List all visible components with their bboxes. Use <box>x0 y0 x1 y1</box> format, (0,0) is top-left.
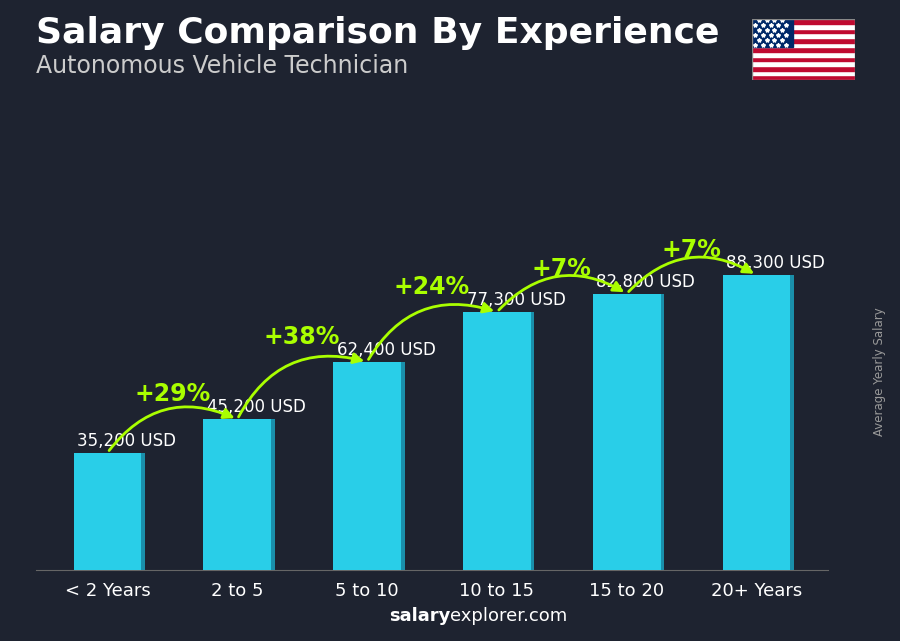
Bar <box>333 362 400 570</box>
Bar <box>752 47 855 52</box>
Bar <box>531 312 535 570</box>
Text: explorer.com: explorer.com <box>450 607 567 625</box>
Bar <box>752 33 855 38</box>
Bar <box>752 38 855 43</box>
Bar <box>752 66 855 71</box>
Text: salary: salary <box>389 607 450 625</box>
Bar <box>752 24 855 29</box>
Bar <box>593 294 661 570</box>
Text: +7%: +7% <box>532 256 592 281</box>
Bar <box>752 76 855 80</box>
Text: 82,800 USD: 82,800 USD <box>597 272 695 290</box>
Bar <box>141 453 145 570</box>
Bar <box>790 275 794 570</box>
Bar <box>661 294 664 570</box>
Bar <box>752 29 855 33</box>
Bar <box>400 362 405 570</box>
Text: +24%: +24% <box>394 275 470 299</box>
Bar <box>752 43 855 47</box>
Bar <box>203 419 271 570</box>
Bar <box>752 19 793 47</box>
Bar <box>752 71 855 76</box>
Bar <box>464 312 531 570</box>
Text: +38%: +38% <box>264 325 340 349</box>
Bar <box>271 419 274 570</box>
Text: 45,200 USD: 45,200 USD <box>207 398 306 416</box>
Bar <box>74 453 141 570</box>
Text: 88,300 USD: 88,300 USD <box>726 254 825 272</box>
Bar <box>723 275 790 570</box>
Text: Autonomous Vehicle Technician: Autonomous Vehicle Technician <box>36 54 409 78</box>
Text: Salary Comparison By Experience: Salary Comparison By Experience <box>36 16 719 50</box>
Bar <box>752 52 855 56</box>
Text: 35,200 USD: 35,200 USD <box>77 431 176 450</box>
Bar <box>752 19 855 24</box>
Bar <box>752 62 855 66</box>
Text: 62,400 USD: 62,400 USD <box>337 341 436 359</box>
Text: +29%: +29% <box>134 382 211 406</box>
Text: 77,300 USD: 77,300 USD <box>466 291 565 309</box>
Text: Average Yearly Salary: Average Yearly Salary <box>874 308 886 436</box>
Text: +7%: +7% <box>662 238 722 262</box>
Bar <box>752 56 855 62</box>
